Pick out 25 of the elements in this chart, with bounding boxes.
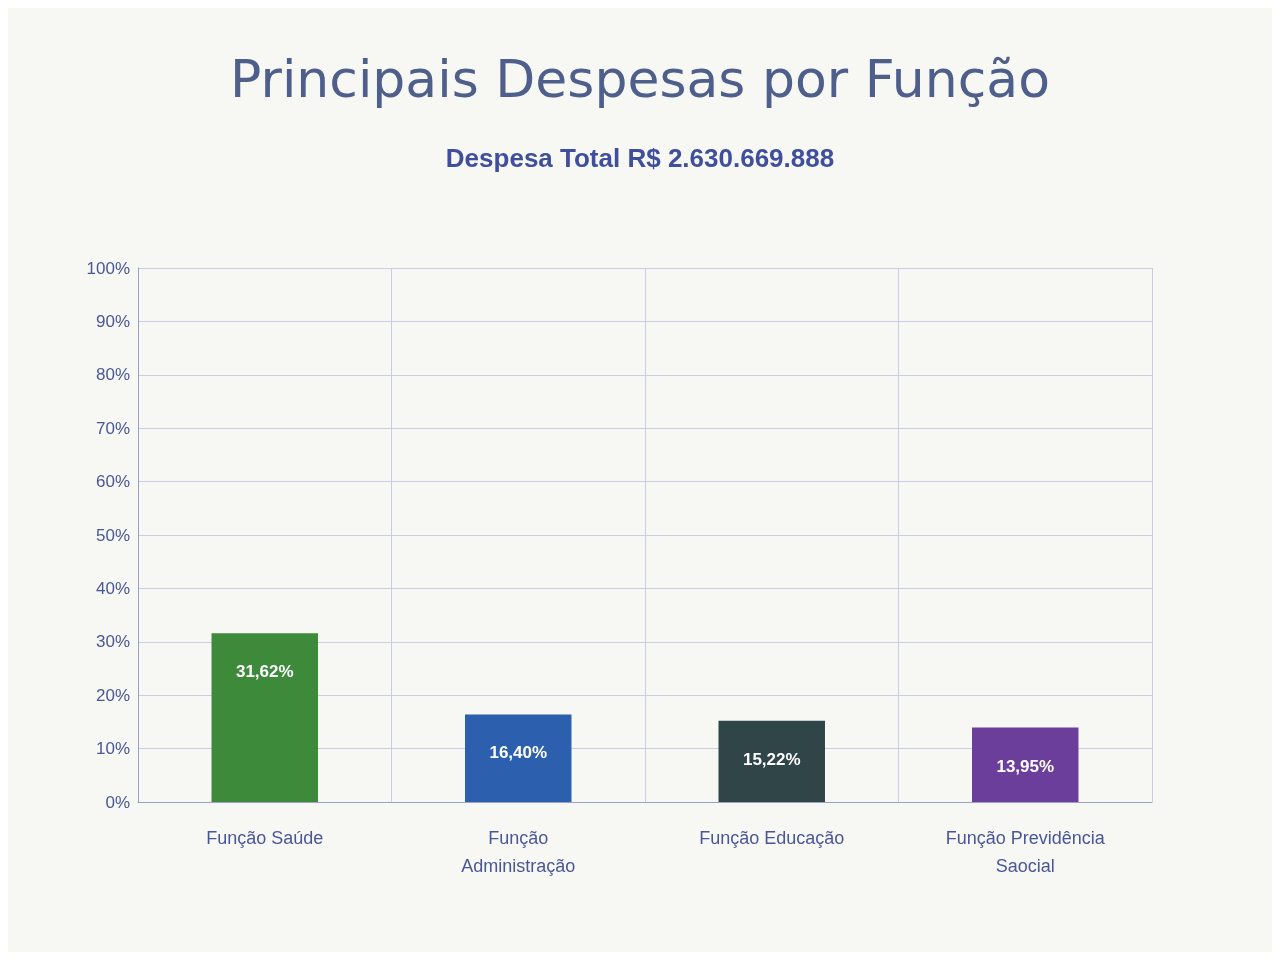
y-tick-label: 20%	[95, 685, 130, 705]
y-tick-label: 30%	[95, 632, 130, 652]
x-tick-label: Função Educação	[699, 828, 845, 848]
y-tick-label: 50%	[95, 525, 130, 545]
bar	[211, 633, 318, 802]
bar	[718, 720, 825, 802]
data-label: 13,95%	[996, 756, 1055, 776]
y-tick-label: 100%	[86, 258, 130, 278]
x-tick-label: Função Administração	[461, 828, 576, 876]
data-label: 31,62%	[235, 662, 294, 682]
x-tick-label: Função Previdência Saocial	[945, 828, 1106, 876]
y-tick-label: 90%	[95, 311, 130, 331]
bar	[972, 727, 1079, 802]
bar	[465, 714, 572, 802]
data-label: 16,40%	[489, 743, 548, 763]
y-tick-label: 70%	[95, 418, 130, 438]
y-tick-label: 0%	[105, 792, 130, 812]
y-tick-label: 80%	[95, 365, 130, 385]
x-tick-label: Função Saúde	[206, 828, 324, 848]
y-tick-label: 40%	[95, 578, 130, 598]
chart-subtitle: Despesa Total R$ 2.630.669.888	[445, 143, 835, 173]
y-tick-label: 60%	[95, 472, 130, 492]
data-label: 15,22%	[742, 749, 801, 769]
y-tick-label: 10%	[95, 739, 130, 759]
chart-title: Principais Despesas por Função	[230, 49, 1050, 109]
